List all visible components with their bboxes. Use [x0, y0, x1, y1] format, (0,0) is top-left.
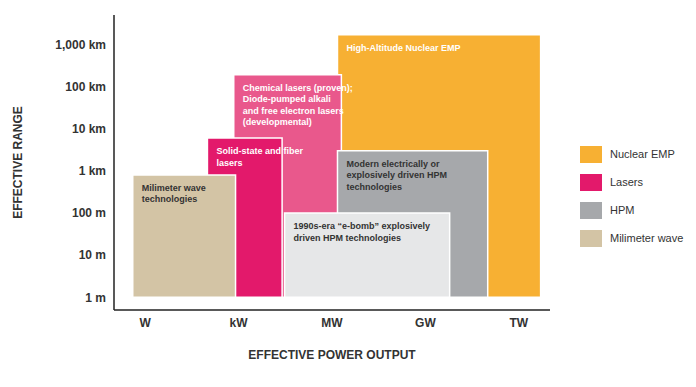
- svg-text:TW: TW: [510, 316, 529, 330]
- svg-text:100 km: 100 km: [65, 80, 106, 94]
- svg-text:GW: GW: [415, 316, 436, 330]
- svg-text:EFFECTIVE POWER OUTPUT: EFFECTIVE POWER OUTPUT: [248, 348, 416, 362]
- svg-text:MW: MW: [321, 316, 343, 330]
- html-text:HPM: HPM: [610, 204, 635, 216]
- svg-text:1,000 km: 1,000 km: [55, 38, 106, 52]
- svg-text:W: W: [139, 316, 151, 330]
- html-text:Nuclear EMP: Nuclear EMP: [610, 148, 675, 160]
- svg-text:10 m: 10 m: [79, 248, 106, 262]
- svg-text:10 km: 10 km: [72, 122, 106, 136]
- svg-text:High-Altitude Nuclear EMP: High-Altitude Nuclear EMP: [346, 43, 460, 53]
- svg-text:1990s-era “e-bomb” explosively: 1990s-era “e-bomb” explosivelydriven HPM…: [294, 221, 431, 243]
- svg-text:Solid-state and fiberlasers: Solid-state and fiberlasers: [216, 146, 303, 168]
- html-text:Milimeter wave: Milimeter wave: [610, 232, 684, 244]
- svg-text:Milimeter wavetechnologies: Milimeter wavetechnologies: [142, 183, 206, 205]
- svg-text:1 km: 1 km: [79, 164, 106, 178]
- svg-text:EFFECTIVE RANGE: EFFECTIVE RANGE: [11, 106, 25, 219]
- svg-text:Chemical lasers (proven);Diode: Chemical lasers (proven);Diode-pumped al…: [243, 83, 353, 128]
- html-text:Lasers: Lasers: [610, 176, 643, 188]
- svg-text:100 m: 100 m: [72, 206, 106, 220]
- svg-text:Modern electrically orexplosiv: Modern electrically orexplosively driven…: [346, 159, 447, 192]
- svg-text:1 m: 1 m: [85, 291, 106, 305]
- svg-text:kW: kW: [230, 316, 249, 330]
